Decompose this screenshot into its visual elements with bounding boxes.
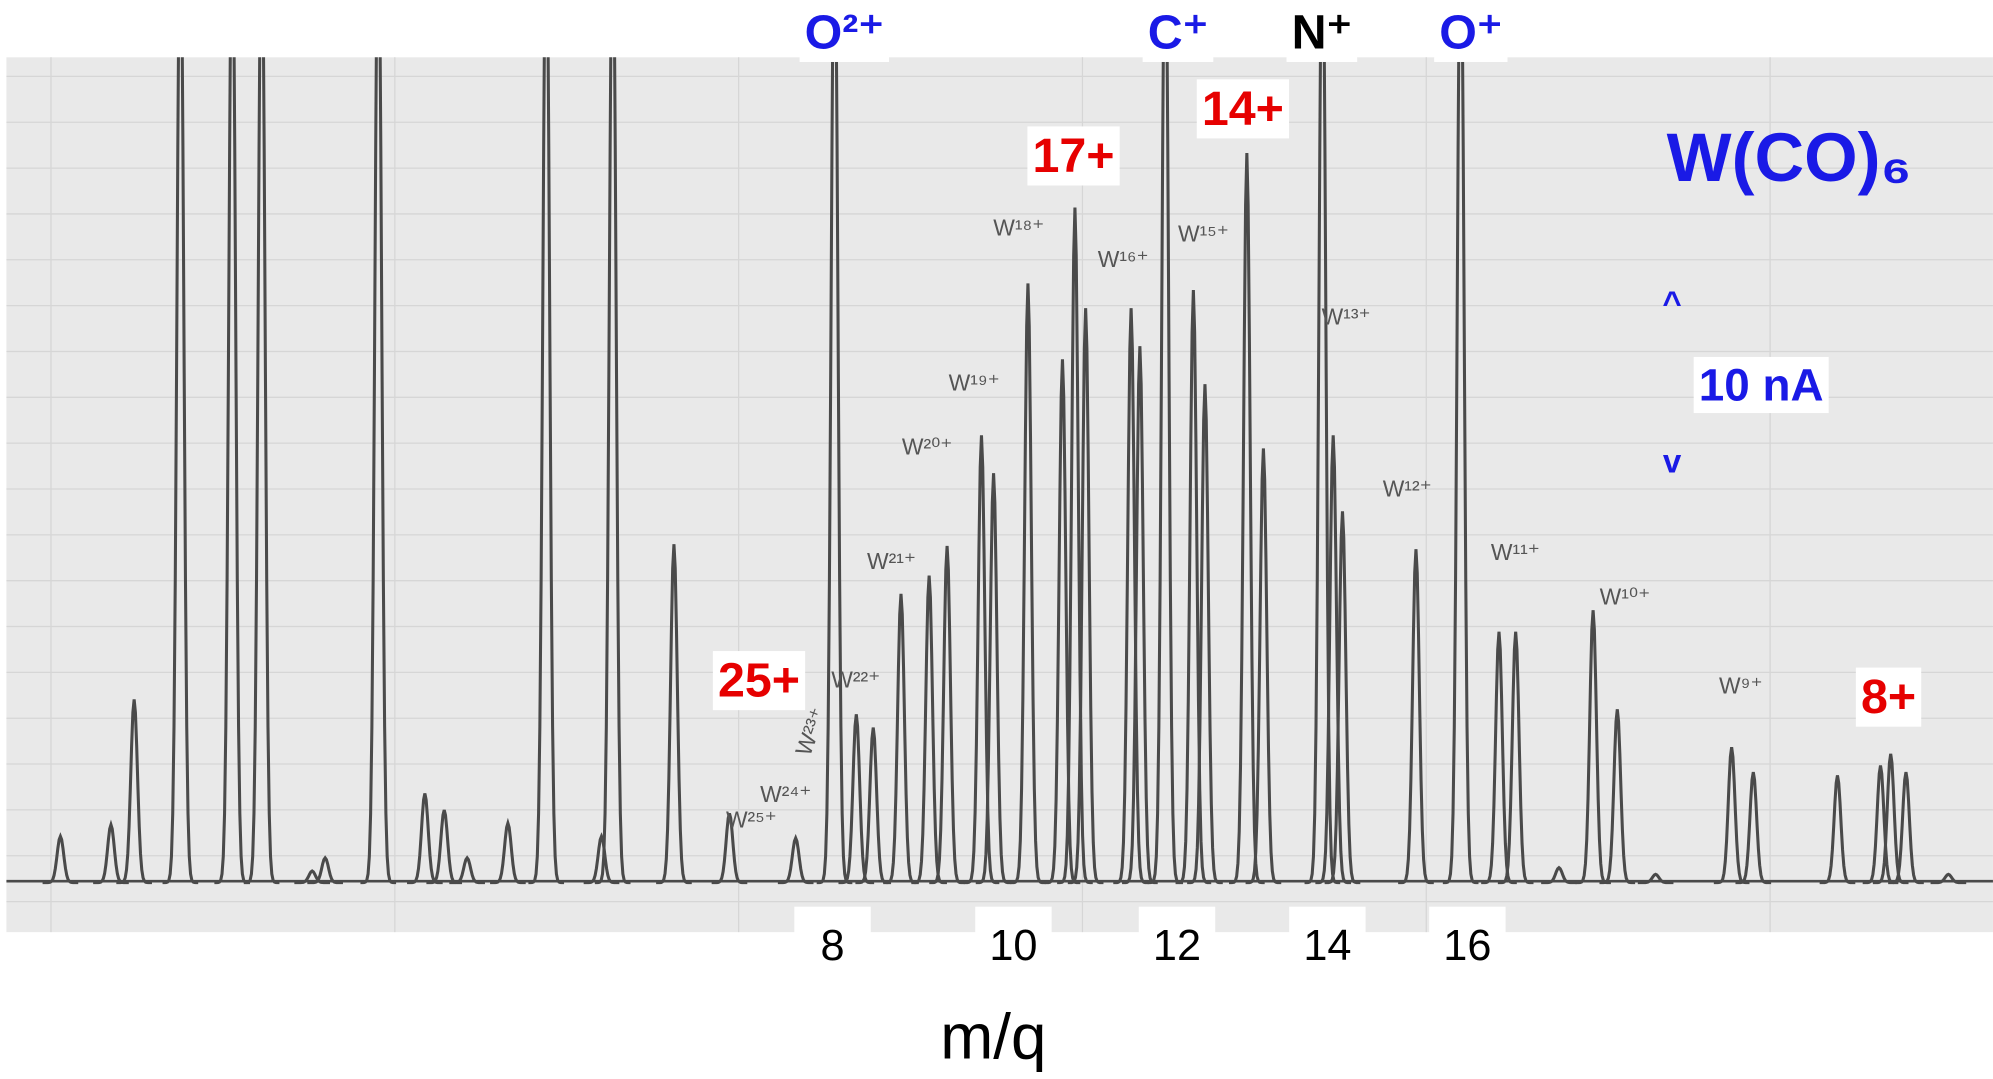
ion-label-box — [1142, 2, 1214, 62]
charge-label-box — [1855, 667, 1922, 727]
handwritten-label: W²⁰⁺ — [902, 433, 953, 459]
peak — [294, 869, 330, 885]
x-tick-label: 16 — [1443, 922, 1491, 970]
peak — [1930, 872, 1967, 885]
handwritten-label: W¹⁵⁺ — [1178, 221, 1229, 247]
handwritten-label: W²⁴⁺ — [760, 781, 811, 807]
peak — [1398, 549, 1434, 885]
peak — [162, 57, 199, 885]
charge-label: 8+ — [1861, 670, 1916, 724]
peak — [929, 545, 965, 885]
peak — [307, 855, 343, 885]
ion-label-box — [1286, 2, 1358, 62]
ion-label: C⁺ — [1148, 5, 1208, 59]
handwritten-label: W¹⁶⁺ — [1098, 246, 1149, 272]
peak — [1229, 153, 1265, 885]
peak — [1442, 57, 1479, 885]
chart-title: W(CO)₆ — [1667, 119, 1912, 196]
scale-label-box — [1693, 356, 1829, 414]
peak — [1599, 709, 1636, 885]
x-tick-label: 12 — [1153, 922, 1201, 970]
peak — [1888, 771, 1924, 885]
peak — [490, 817, 526, 885]
peak — [1304, 57, 1341, 885]
peak — [963, 435, 1000, 885]
scale-label: 10 nA — [1699, 360, 1824, 411]
x-tick-label: 14 — [1303, 922, 1351, 970]
peak — [1315, 435, 1352, 885]
peak — [1481, 631, 1517, 885]
ion-label: N⁺ — [1292, 5, 1352, 59]
charge-label-box — [1027, 126, 1120, 186]
peak — [1872, 753, 1909, 885]
peak — [1541, 865, 1577, 885]
peak — [407, 793, 443, 885]
scale-arrow-up: ^ — [1662, 285, 1681, 322]
x-axis-label: m/q — [940, 1001, 1046, 1072]
peak — [1147, 57, 1184, 885]
peak — [1497, 631, 1534, 885]
peak — [911, 575, 947, 885]
peak — [243, 57, 280, 885]
ion-label: O⁺ — [1439, 5, 1502, 59]
handwritten-label: W²⁵⁺ — [726, 806, 777, 832]
tick-label-box — [1138, 906, 1216, 973]
charge-label-box — [712, 651, 806, 711]
peak — [214, 57, 251, 885]
peak — [1187, 384, 1223, 885]
ion-label-box — [799, 2, 890, 62]
charge-label: 25+ — [718, 654, 800, 708]
handwritten-label: W¹¹⁺ — [1491, 539, 1540, 565]
peak — [116, 699, 152, 885]
x-tick-label: 10 — [989, 922, 1037, 970]
peak — [1245, 448, 1282, 885]
peak — [1735, 771, 1772, 885]
handwritten-label: W¹⁰⁺ — [1600, 584, 1651, 610]
handwritten-label: W⁹⁺ — [1719, 673, 1763, 699]
handwritten-label: W²²⁺ — [831, 666, 880, 692]
peak — [449, 855, 485, 885]
peak — [528, 57, 565, 885]
x-tick-label: 8 — [821, 922, 845, 970]
peak — [975, 473, 1012, 885]
peak — [711, 812, 748, 885]
peak — [1175, 290, 1212, 885]
peak — [1637, 872, 1674, 885]
handwritten-label: W¹⁹⁺ — [949, 370, 1000, 396]
tick-label-box — [975, 906, 1052, 973]
scale-arrow-down: v — [1663, 443, 1682, 480]
peak — [1067, 308, 1104, 885]
charge-label: 14+ — [1202, 82, 1284, 136]
peak — [583, 832, 620, 885]
peak — [1057, 207, 1093, 885]
handwritten-label: W²¹⁺ — [867, 548, 916, 574]
peak — [777, 833, 814, 885]
peak — [594, 57, 631, 885]
peak — [656, 544, 692, 885]
peak — [1010, 283, 1046, 885]
peak — [42, 832, 79, 885]
charge-label-box — [1196, 79, 1290, 139]
trace — [42, 57, 1967, 885]
handwritten-label: W¹²⁺ — [1383, 475, 1432, 501]
charge-label: 17+ — [1033, 129, 1115, 183]
paper-grid — [6, 57, 1993, 933]
tick-label-box — [1429, 906, 1506, 973]
tick-label-box — [794, 906, 871, 973]
handwritten-label: W¹³⁺ — [1322, 303, 1371, 329]
peak — [360, 57, 397, 885]
tick-label-box — [1289, 906, 1366, 973]
peak — [1324, 511, 1361, 885]
ion-label-box — [1434, 2, 1508, 62]
peak — [1113, 308, 1149, 885]
peak — [1819, 775, 1856, 885]
ion-label: O²⁺ — [805, 5, 884, 59]
peak — [838, 714, 875, 885]
handwritten-label: W¹⁸⁺ — [993, 214, 1044, 240]
